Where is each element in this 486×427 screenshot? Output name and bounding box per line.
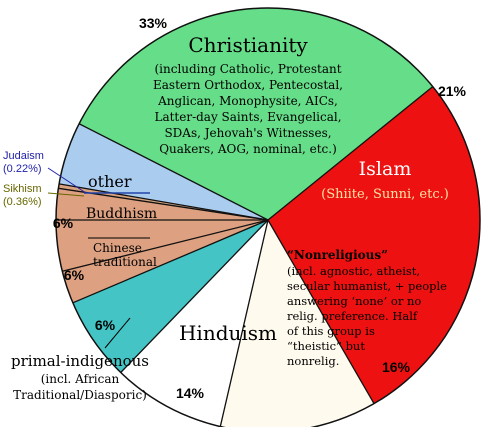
primal-detail-line: Traditional/Diasporic): [13, 388, 147, 402]
nonreligious-detail-line: secular humanist, + people: [287, 279, 447, 293]
pie-slice-other: [59, 123, 269, 220]
hinduism-name: Hinduism: [179, 321, 277, 345]
pie-slice-hinduism: [120, 220, 268, 427]
slice-divider-3: [219, 219, 269, 427]
slice-divider-5: [72, 219, 269, 304]
primal-leader-line: [104, 317, 131, 349]
islam-percent: 21%: [438, 83, 467, 99]
judaism-percent: (0.22%): [3, 163, 42, 175]
christianity-detail-line: Latter-day Saints, Evangelical,: [154, 110, 341, 124]
christianity-percent: 33%: [139, 15, 168, 31]
pie-slice-primal: [72, 220, 268, 373]
nonreligious-detail-line: (incl. agnostic, atheist,: [287, 264, 420, 278]
nonreligious-detail-line: relig. preference. Half: [287, 309, 418, 323]
nonreligious-detail-line: “theistic” but: [287, 339, 365, 353]
slice-divider-8: [58, 183, 269, 221]
chinese-percent: 6%: [64, 267, 85, 283]
sikhism-percent: (0.36%): [3, 196, 42, 208]
pie-slice-chinese: [56, 220, 268, 303]
slice-divider-1: [267, 86, 434, 221]
slice-divider-4: [120, 219, 269, 373]
christianity-detail-line: Quakers, AOG, nominal, etc.): [159, 142, 337, 156]
chinese-detail-line: traditional: [93, 255, 157, 269]
primal-detail-line: (incl. African: [41, 372, 120, 386]
sikhism-leader-line: [47, 192, 85, 197]
slice-divider-9: [78, 123, 269, 221]
slice-divider-2: [267, 219, 375, 404]
judaism-leader-line: [47, 167, 87, 194]
pie-slice-nonreligious: [220, 220, 374, 427]
primal-percent: 6%: [95, 317, 116, 333]
pie-slice-islam: [268, 86, 481, 404]
buddhism-percent: 6%: [53, 215, 74, 231]
sikhism-name: Sikhism: [3, 183, 42, 195]
islam-detail-line: (Shiite, Sunni, etc.): [321, 187, 449, 202]
christianity-detail-line: (including Catholic, Protestant: [154, 62, 341, 76]
hinduism-percent: 14%: [176, 385, 205, 401]
buddhism-name: Buddhism: [86, 206, 157, 222]
primal-name: primal-indigenous: [11, 352, 149, 370]
slice-divider-0: [62, 219, 269, 272]
chinese-detail-line: Chinese: [93, 241, 142, 255]
christianity-name: Christianity: [188, 33, 308, 57]
nonreligious-name: “Nonreligious”: [287, 248, 388, 262]
other-name: other: [88, 172, 132, 191]
christianity-detail-line: Anglican, Monophysite, AICs,: [157, 94, 338, 108]
christianity-detail-line: Eastern Orthodox, Pentecostal,: [153, 78, 343, 92]
christianity-detail-line: SDAs, Jehovah's Witnesses,: [164, 126, 331, 140]
nonreligious-percent: 16%: [382, 359, 411, 375]
nonreligious-detail-line: nonrelig.: [287, 354, 339, 368]
islam-name: Islam: [359, 158, 412, 180]
nonreligious-detail-line: of this group is: [287, 324, 375, 338]
pie-outline: [55, 7, 481, 427]
judaism-name: Judaism: [3, 150, 44, 162]
nonreligious-detail-line: answering ‘none’ or no: [287, 294, 421, 308]
